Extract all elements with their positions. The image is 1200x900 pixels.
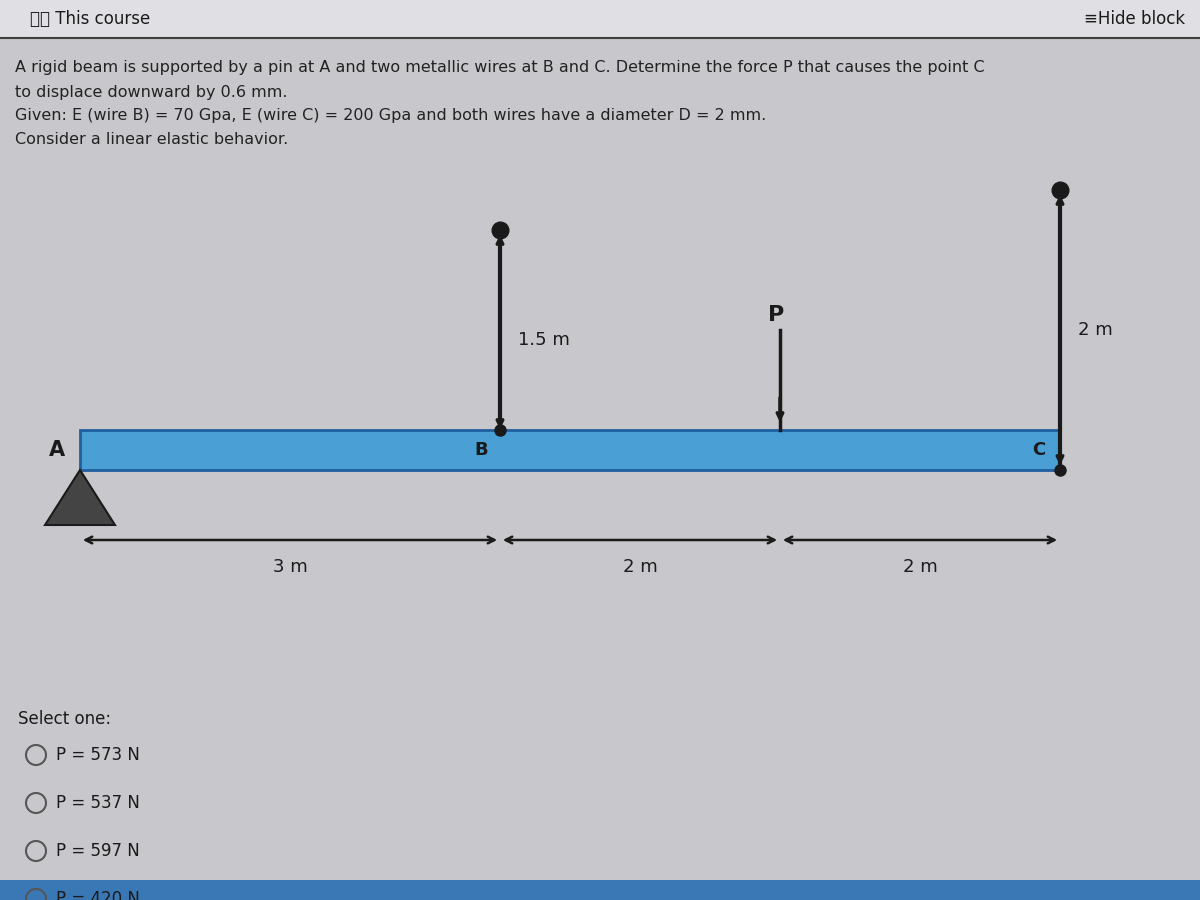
Text: P = 597 N: P = 597 N [56,842,139,860]
Bar [0,0,1200,38]
Text: 2 m: 2 m [623,558,658,576]
Bar [0,880,1200,900]
Text: 2 m: 2 m [902,558,937,576]
Text: 3 m: 3 m [272,558,307,576]
Text: Consider a linear elastic behavior.: Consider a linear elastic behavior. [14,132,288,147]
Text: P = 573 N: P = 573 N [56,746,140,764]
Text: P = 537 N: P = 537 N [56,794,140,812]
Text: 2 m: 2 m [1078,321,1112,339]
Text: ⧀⧀ This course: ⧀⧀ This course [30,10,150,28]
Text: Select one:: Select one: [18,710,112,728]
Bar [80,430,1060,470]
Text: Given: E (wire B) = 70 Gpa, E (wire C) = 200 Gpa and both wires have a diameter : Given: E (wire B) = 70 Gpa, E (wire C) =… [14,108,767,123]
Text: to displace downward by 0.6 mm.: to displace downward by 0.6 mm. [14,85,288,100]
Text: A rigid beam is supported by a pin at A and two metallic wires at B and C. Deter: A rigid beam is supported by a pin at A … [14,60,985,75]
Text: A: A [49,440,65,460]
Text: 1.5 m: 1.5 m [518,331,570,349]
Text: B: B [474,441,488,459]
Text: P: P [768,305,785,325]
Text: C: C [1032,441,1045,459]
Text: P = 420 N: P = 420 N [56,890,140,900]
Polygon shape [46,470,115,525]
Text: ≡Hide block: ≡Hide block [1084,10,1186,28]
